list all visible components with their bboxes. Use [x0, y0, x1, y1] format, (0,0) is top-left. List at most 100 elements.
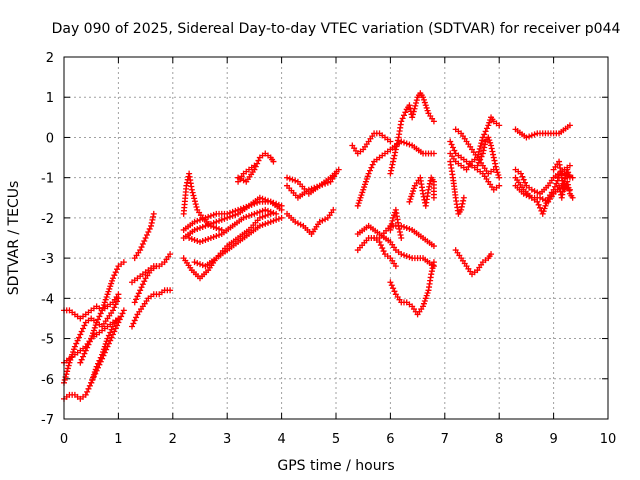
- data-point: [101, 299, 108, 306]
- data-point: [379, 245, 386, 252]
- data-point: [479, 137, 486, 144]
- series-arc-5: [77, 259, 127, 366]
- data-point: [566, 122, 573, 129]
- data-point: [541, 205, 548, 212]
- data-point: [485, 122, 492, 129]
- data-point: [243, 213, 250, 220]
- data-point: [78, 356, 85, 363]
- data-point: [213, 218, 220, 225]
- data-point: [97, 358, 104, 365]
- data-point: [202, 222, 209, 229]
- y-tick-label: 1: [46, 91, 54, 106]
- data-point: [77, 359, 84, 366]
- data-point: [108, 280, 115, 287]
- series-arc-15: [191, 210, 274, 270]
- data-point: [248, 211, 255, 218]
- data-point: [420, 303, 427, 310]
- data-point: [143, 231, 150, 238]
- y-tick-label: -2: [41, 212, 54, 227]
- data-point: [100, 302, 107, 309]
- y-tick-label: 2: [46, 51, 54, 66]
- data-point: [270, 199, 277, 206]
- data-point: [489, 148, 496, 155]
- data-point: [109, 307, 116, 314]
- data-point: [202, 237, 209, 244]
- data-point: [392, 149, 399, 156]
- data-point: [358, 192, 365, 199]
- series-arc-34: [447, 158, 467, 217]
- data-point: [409, 190, 416, 197]
- data-point: [494, 169, 501, 176]
- data-point: [278, 202, 285, 209]
- data-point: [360, 186, 367, 193]
- data-point: [420, 300, 427, 307]
- data-point: [388, 223, 395, 230]
- data-point: [235, 206, 242, 213]
- data-point: [237, 205, 244, 212]
- y-axis-label: SDTVAR / TECUs: [6, 181, 22, 296]
- data-point: [273, 200, 280, 207]
- data-point: [216, 231, 223, 238]
- data-point: [460, 197, 467, 204]
- data-point: [240, 214, 247, 221]
- data-point: [394, 140, 401, 147]
- data-point: [519, 173, 526, 180]
- series-arc-9: [131, 210, 157, 262]
- data-point: [267, 218, 274, 225]
- data-point: [133, 314, 140, 321]
- data-point: [74, 337, 81, 344]
- data-point: [190, 192, 197, 199]
- data-point: [569, 194, 576, 201]
- data-point: [528, 186, 535, 193]
- data-point: [537, 204, 543, 211]
- data-point: [191, 259, 198, 266]
- data-point: [267, 210, 274, 217]
- data-point: [115, 319, 122, 326]
- data-point: [426, 183, 433, 190]
- data-point: [490, 151, 497, 158]
- data-point: [496, 174, 503, 181]
- data-point: [207, 222, 214, 229]
- data-point: [397, 231, 404, 238]
- data-point: [120, 307, 127, 314]
- data-point: [91, 324, 98, 331]
- x-tick-label: 6: [386, 432, 394, 447]
- data-point: [566, 174, 573, 181]
- y-tick-label: -6: [41, 373, 54, 388]
- data-point: [150, 213, 157, 220]
- data-point: [135, 290, 142, 297]
- data-point: [64, 368, 71, 375]
- data-point: [388, 167, 395, 174]
- data-point: [88, 335, 95, 342]
- data-point: [330, 206, 337, 213]
- data-point: [133, 296, 140, 303]
- series-arc-42: [556, 166, 573, 201]
- x-tick-label: 0: [60, 432, 68, 447]
- data-point: [251, 162, 258, 169]
- data-point: [192, 201, 199, 208]
- data-point: [167, 287, 174, 294]
- data-point: [205, 213, 212, 220]
- data-point: [566, 171, 573, 178]
- data-point: [364, 173, 371, 180]
- data-point: [474, 162, 481, 169]
- data-point: [90, 373, 97, 380]
- data-point: [145, 228, 152, 235]
- data-point: [256, 194, 263, 201]
- series-arc-6: [88, 307, 127, 386]
- data-point: [448, 141, 455, 148]
- data-point: [535, 201, 542, 208]
- data-point: [399, 115, 406, 122]
- data-point: [389, 217, 396, 224]
- data-point: [109, 277, 116, 284]
- data-point: [278, 214, 285, 221]
- data-point: [116, 316, 123, 323]
- data-point: [388, 164, 395, 171]
- y-tick-label: -1: [41, 172, 54, 187]
- data-point: [101, 349, 108, 356]
- data-point: [493, 166, 500, 173]
- data-point: [556, 182, 563, 189]
- data-point: [523, 134, 530, 141]
- data-point: [256, 222, 263, 229]
- data-point: [477, 156, 484, 163]
